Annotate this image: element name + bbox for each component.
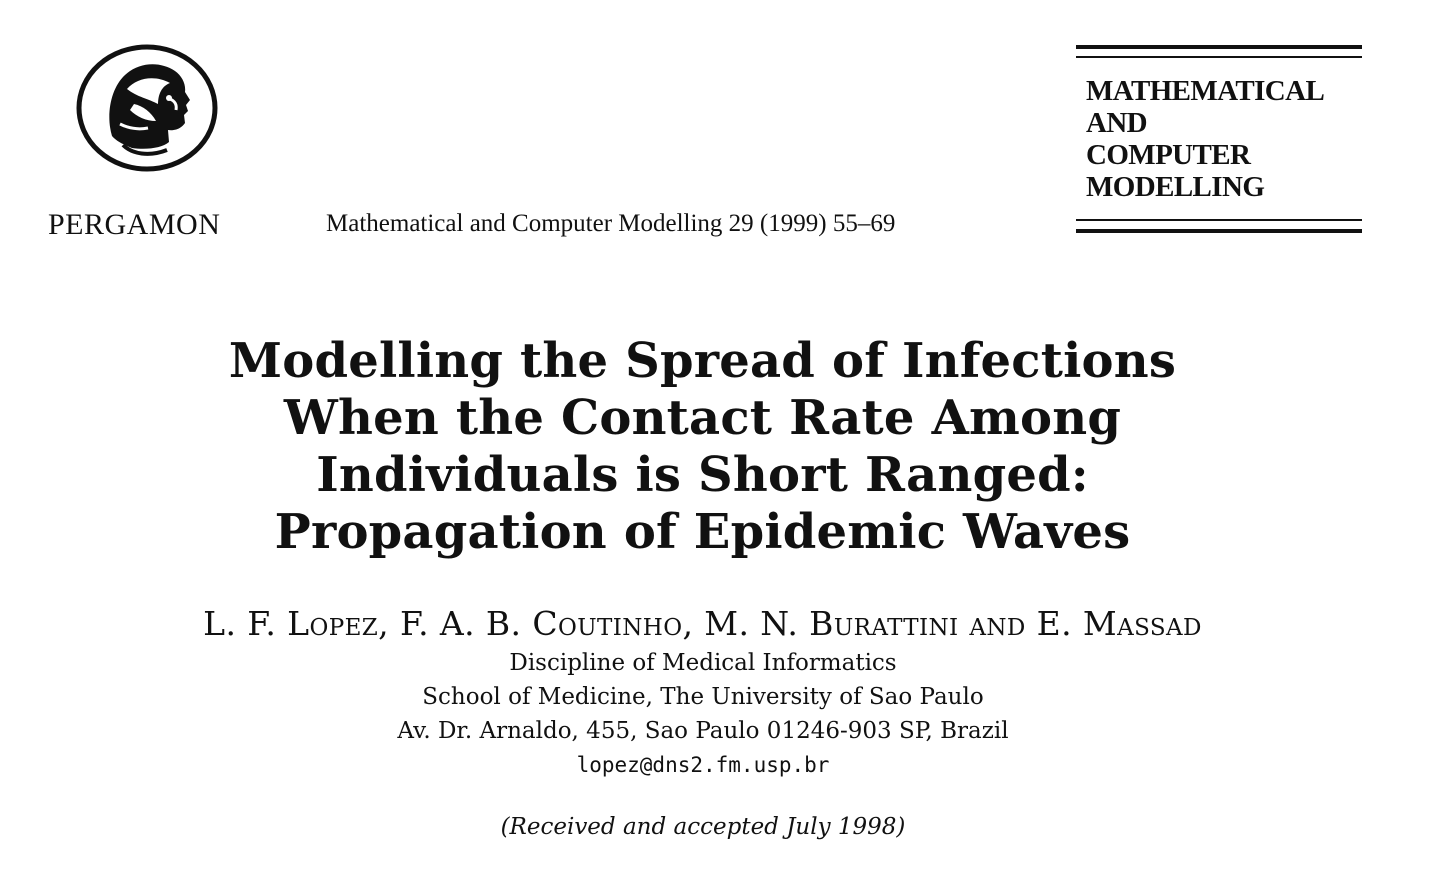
title-line: When the Contact Rate Among — [283, 390, 1122, 446]
affiliation-address: Av. Dr. Arnaldo, 455, Sao Paulo 01246-90… — [397, 718, 1009, 744]
pergamon-logo-icon — [76, 44, 218, 172]
title-line: Modelling the Spread of Infections — [228, 333, 1177, 389]
journal-title-line: MODELLING — [1086, 171, 1265, 203]
journal-title-line: MATHEMATICAL — [1086, 75, 1325, 107]
affiliation-department: Discipline of Medical Informatics — [509, 650, 897, 676]
journal-masthead: MATHEMATICAL AND COMPUTER MODELLING — [1076, 45, 1362, 237]
masthead-rule — [1076, 219, 1362, 221]
author-affiliation: Discipline of Medical Informatics School… — [300, 646, 1106, 782]
masthead-rule — [1076, 56, 1362, 58]
journal-title-line: COMPUTER — [1086, 139, 1251, 171]
author-email: lopez@dns2.fm.usp.br — [576, 753, 830, 777]
masthead-rule — [1076, 229, 1362, 233]
affiliation-institution: School of Medicine, The University of Sa… — [422, 684, 984, 710]
received-date: (Received and accepted July 1998) — [500, 814, 906, 840]
publisher-name: PERGAMON — [48, 208, 221, 241]
masthead-rule — [1076, 45, 1362, 49]
author-list: L. F. Lopez, F. A. B. Coutinho, M. N. Bu… — [203, 604, 1202, 643]
journal-citation: Mathematical and Computer Modelling 29 (… — [326, 210, 896, 237]
journal-title-line: AND — [1086, 107, 1148, 139]
journal-title: MATHEMATICAL AND COMPUTER MODELLING — [1086, 75, 1325, 203]
article-title: Modelling the Spread of Infections When … — [140, 333, 1265, 561]
title-line: Propagation of Epidemic Waves — [274, 504, 1131, 560]
title-line: Individuals is Short Ranged: — [316, 447, 1089, 503]
